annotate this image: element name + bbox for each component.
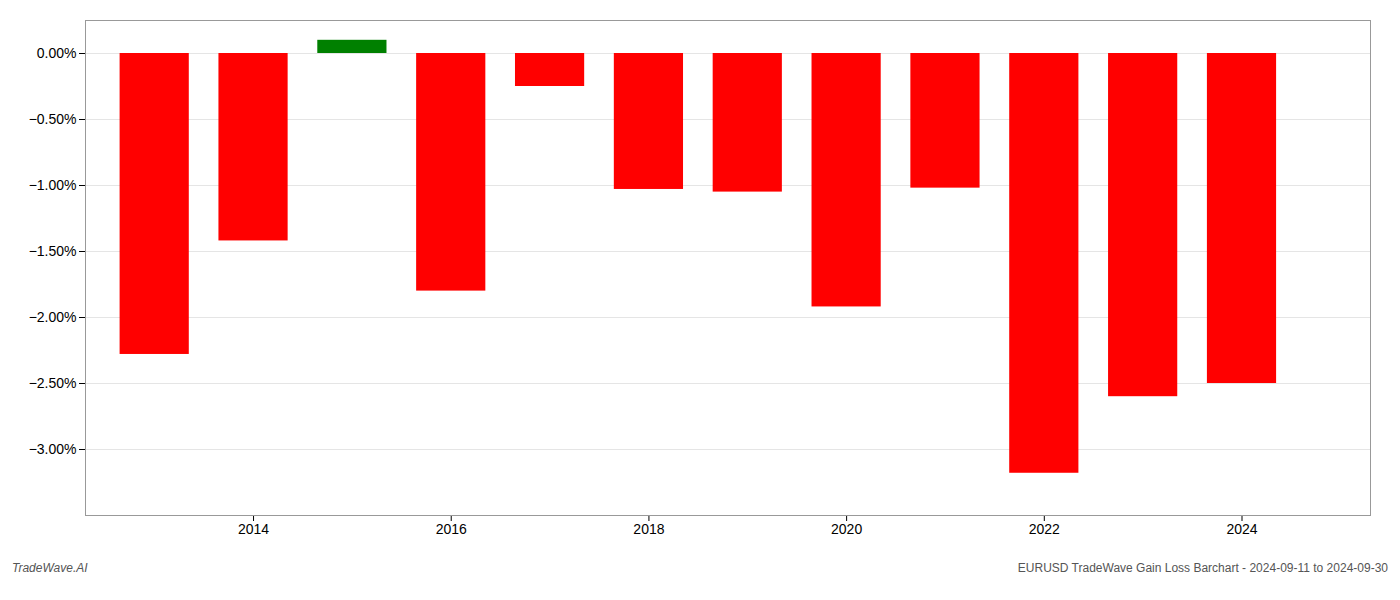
svg-text:0.00%: 0.00% [37,45,77,61]
svg-text:2018: 2018 [633,521,664,537]
html-text:TradeWave.AI: TradeWave.AI [12,561,88,575]
svg-text:−2.50%: −2.50% [29,375,77,391]
svg-text:2024: 2024 [1226,521,1257,537]
svg-text:−1.50%: −1.50% [29,243,77,259]
svg-text:2016: 2016 [436,521,467,537]
svg-text:2022: 2022 [1029,521,1060,537]
html-text:EURUSD TradeWave Gain Loss Bar: EURUSD TradeWave Gain Loss Barchart - 20… [1017,561,1388,575]
svg-text:−1.00%: −1.00% [29,177,77,193]
svg-text:−2.00%: −2.00% [29,309,77,325]
svg-text:2014: 2014 [238,521,269,537]
svg-text:−3.00%: −3.00% [29,441,77,457]
svg-text:2020: 2020 [831,521,862,537]
svg-text:−0.50%: −0.50% [29,111,77,127]
